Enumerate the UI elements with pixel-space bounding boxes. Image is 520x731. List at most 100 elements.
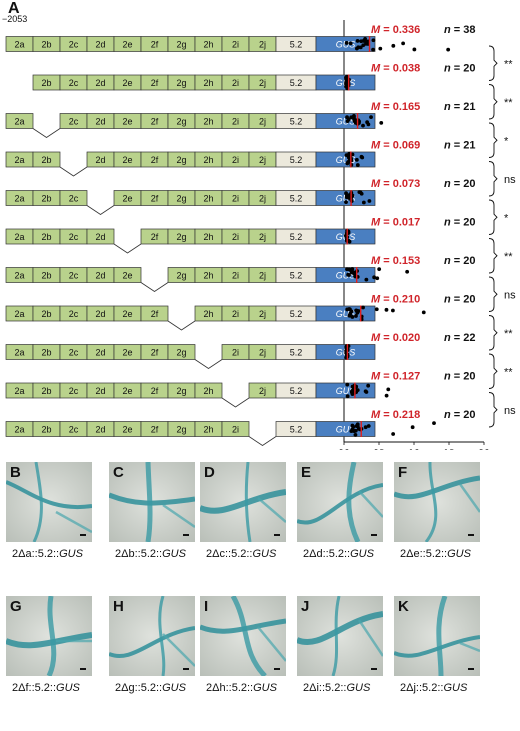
promoter-segment — [59, 190, 88, 206]
region-label: 5.2 — [290, 155, 303, 165]
construct-diagram: −2053 2a 2b 2c 2d 2e 2f 2g 2h 2i 2j 5.2 GUS M = 0.336… — [2, 14, 516, 450]
significance-label: ns — [504, 289, 516, 301]
significance-bracket — [488, 161, 498, 197]
gus-reporter-box — [315, 421, 376, 437]
photo-panel-letter: B — [10, 464, 21, 481]
segment-label: 2g — [176, 271, 186, 281]
mean-label: M = 0.127 — [371, 371, 420, 383]
segment-label: 2c — [69, 309, 79, 319]
gus-stain-photo: C — [109, 462, 195, 542]
segment-label: 2a — [14, 425, 24, 435]
segment-label: 2j — [259, 309, 266, 319]
gus-reporter-box — [315, 267, 376, 283]
photo-caption: 2Δh::5.2::GUS — [206, 682, 277, 694]
segment-label: 2e — [122, 155, 132, 165]
scale-bar — [80, 534, 86, 536]
deletion-junction — [167, 320, 196, 331]
leaf-tissue-image — [297, 596, 383, 676]
segment-label: 2g — [176, 425, 186, 435]
segment-label: 2e — [122, 386, 132, 396]
data-point — [347, 273, 351, 277]
data-point — [391, 43, 396, 48]
photo-panel-letter: G — [10, 598, 22, 615]
n-label: n = 22 — [444, 332, 476, 344]
deletion-junction — [59, 166, 88, 177]
scale-bar — [183, 534, 189, 536]
segment-label: 2f — [151, 232, 159, 242]
promoter-segment — [32, 151, 61, 168]
data-point — [344, 194, 349, 198]
data-point — [350, 152, 355, 157]
deletion-junction — [248, 436, 277, 446]
data-point — [353, 432, 358, 437]
segment-label: 2c — [69, 348, 79, 358]
data-point — [390, 308, 395, 313]
photo-caption: 2Δd::5.2::GUS — [303, 548, 374, 560]
scale-bar — [371, 534, 377, 536]
region-label: 5.2 — [290, 117, 303, 127]
scale-bar — [183, 668, 189, 670]
leaf-tissue-image — [297, 462, 383, 542]
segment-label: 2i — [232, 194, 239, 204]
segment-label: 2j — [259, 232, 266, 242]
segment-label: 2g — [176, 117, 186, 127]
data-point — [346, 239, 351, 243]
n-label: n = 21 — [444, 140, 476, 152]
segment-label: 2e — [122, 425, 132, 435]
mean-label: M = 0.210 — [371, 294, 420, 306]
data-point — [354, 157, 359, 162]
segment-label: 2b — [41, 425, 51, 435]
gus-stain-photo: E — [297, 462, 383, 542]
data-point — [362, 38, 366, 43]
segment-label: 2a — [14, 271, 24, 281]
data-point — [356, 45, 361, 50]
data-point — [360, 155, 365, 160]
leaf-tissue-image — [200, 596, 286, 676]
segment-label: 2j — [259, 386, 266, 396]
region-label: 5.2 — [290, 194, 303, 204]
data-point — [378, 46, 383, 51]
x-tick-label: 1.0 — [409, 449, 419, 450]
region-label: 5.2 — [290, 78, 303, 88]
photo-caption: 2Δf::5.2::GUS — [12, 682, 80, 694]
deletion-junction — [140, 282, 169, 292]
segment-label: 2g — [176, 232, 186, 242]
significance-bracket — [488, 84, 498, 120]
data-point — [355, 422, 360, 427]
segment-label: 2g — [176, 386, 186, 396]
segment-label: 2b — [41, 40, 51, 50]
data-point — [410, 425, 415, 430]
segment-label: 2d — [95, 117, 105, 127]
significance-label: ns — [504, 174, 516, 186]
mean-label: M = 0.336 — [371, 24, 420, 36]
photo-panel-letter: J — [301, 598, 310, 615]
segment-label: 2a — [14, 309, 24, 319]
segment-label: 2d — [95, 309, 105, 319]
segment-label: 2h — [203, 194, 213, 204]
segment-label: 2j — [259, 117, 266, 127]
data-point — [371, 47, 375, 52]
segment-label: 2g — [176, 348, 186, 358]
segment-label: 2b — [41, 309, 51, 319]
photo-caption: 2Δj::5.2::GUS — [400, 682, 468, 694]
promoter-segment — [113, 267, 142, 283]
data-point — [364, 277, 369, 282]
region-label: 5.2 — [290, 40, 303, 50]
promoter-segment — [194, 382, 223, 399]
segment-label: 2f — [151, 348, 159, 358]
gus-stain-photo: H — [109, 596, 195, 676]
photo-caption: 2Δc::5.2::GUS — [206, 548, 277, 560]
data-point — [361, 305, 365, 310]
gus-reporter-box — [315, 113, 376, 129]
data-point — [347, 267, 352, 272]
data-point — [348, 41, 353, 46]
x-tick-label: 0.0 — [339, 449, 349, 450]
leaf-tissue-image — [109, 462, 195, 542]
segment-label: 2i — [232, 309, 239, 319]
photo-caption: 2Δi::5.2::GUS — [303, 682, 371, 694]
segment-label: 2j — [259, 78, 266, 88]
promoter-segment — [140, 305, 169, 322]
deletion-junction — [32, 128, 61, 138]
segment-label: 2b — [41, 194, 51, 204]
